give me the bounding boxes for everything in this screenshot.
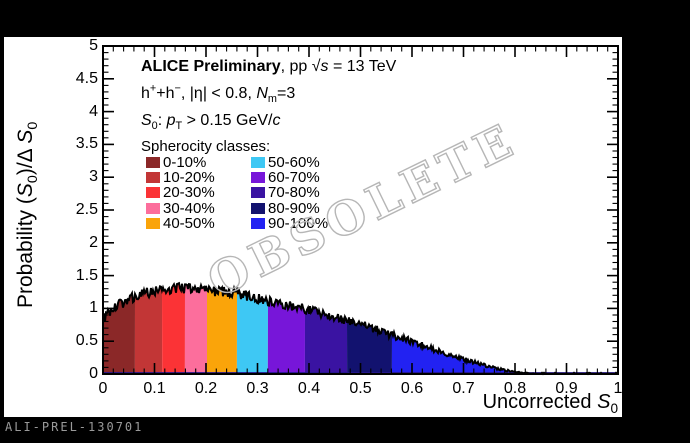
y-tick-label: 3.5: [75, 135, 98, 153]
x-tick-label: 0.5: [349, 380, 372, 397]
y-tick-label: 1: [89, 299, 98, 317]
legend-swatch: [251, 172, 265, 184]
x-tick-label: 0.7: [452, 380, 475, 397]
x-tick-label: 0.4: [297, 380, 321, 397]
y-tick-label: 1.5: [75, 266, 98, 284]
y-tick-label: 0: [89, 365, 98, 382]
legend-swatch: [251, 187, 265, 199]
x-tick-label: 0.2: [194, 380, 218, 397]
legend-swatch: [146, 157, 160, 169]
alice-preliminary-text: ALICE Preliminary: [141, 58, 281, 75]
legend-item: 50-60%: [251, 154, 328, 171]
legend-swatch: [251, 157, 265, 169]
x-tick-label: 0.8: [503, 380, 527, 397]
y-tick-label: 3: [89, 168, 98, 186]
y-tick-label: 4.5: [75, 69, 98, 87]
x-axis-label: Uncorrected S0: [482, 391, 618, 416]
legend-item: 0-10%: [146, 154, 215, 171]
legend-swatch: [146, 187, 160, 199]
legend-swatch: [251, 202, 265, 214]
x-tick-label: 0.6: [400, 380, 424, 397]
x-tick-label: 0.9: [555, 380, 578, 397]
y-tick-label: 2: [89, 233, 98, 251]
legend-item: 20-30%: [146, 184, 215, 201]
legend-item: 70-80%: [251, 184, 328, 201]
legend-item: 60-70%: [251, 169, 328, 186]
legend-swatch: [146, 202, 160, 214]
y-axis-label: Probability (S0)/Δ S0: [14, 121, 42, 308]
legend-item: 40-50%: [146, 214, 215, 232]
legend-swatch: [146, 217, 160, 229]
y-tick-label: 5: [89, 37, 98, 54]
legend-swatch: [146, 172, 160, 184]
figure-id-label: ALI-PREL-130701: [5, 420, 144, 434]
legend-title: Spherocity classes:: [141, 138, 271, 155]
plot-annotation-line3: S0: pT > 0.15 GeV/c: [141, 112, 281, 133]
x-tick-label: 0: [98, 380, 108, 397]
x-tick-label: 1: [613, 380, 623, 397]
legend-column-left: 0-10% 10-20% 20-30% 30-40% 40-50%: [146, 154, 215, 232]
plot-annotation-line2: h++h−, |η| < 0.8, Nm=3: [141, 82, 296, 106]
legend-item: 30-40%: [146, 200, 215, 217]
y-tick-label: 4: [89, 102, 98, 120]
legend-label: 40-50%: [163, 214, 215, 232]
x-tick-label: 0.3: [246, 380, 269, 397]
sqrt-symbol: √: [311, 58, 321, 75]
legend-item: 10-20%: [146, 169, 215, 186]
x-tick-label: 0.1: [143, 380, 166, 397]
plot-annotation-line1: ALICE Preliminary, pp √s = 13 TeV: [141, 58, 397, 75]
y-tick-label: 0.5: [75, 332, 98, 350]
y-tick-label: 2.5: [75, 201, 98, 218]
